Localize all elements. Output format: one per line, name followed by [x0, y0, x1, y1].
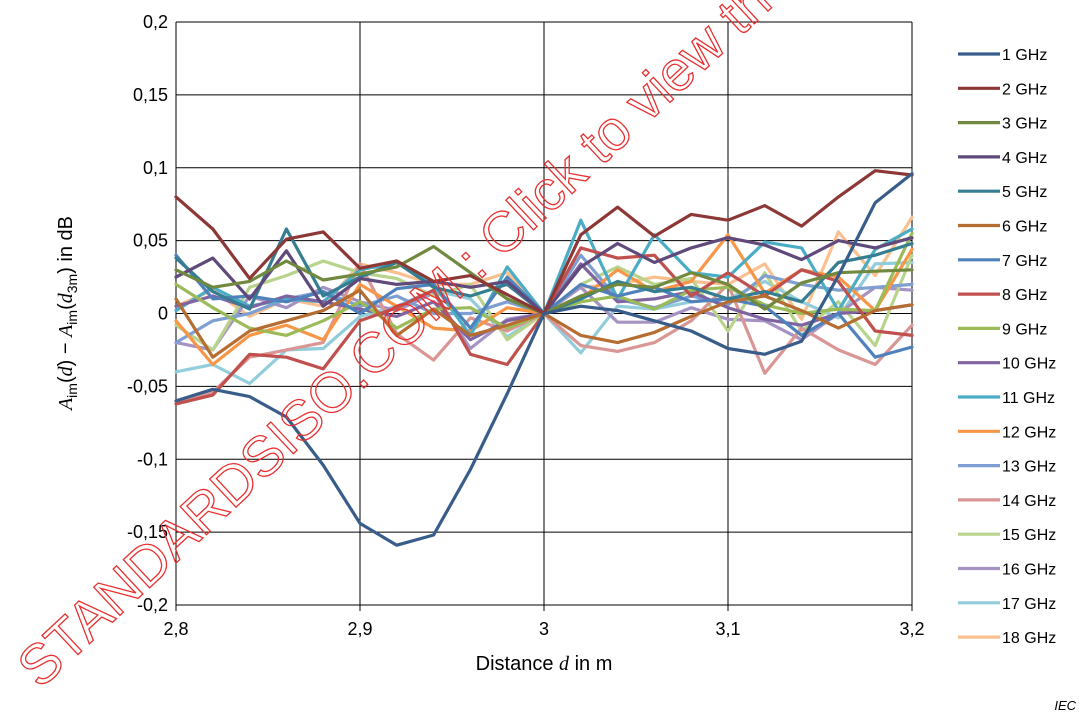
y-tick-label: 0,2 — [143, 12, 168, 32]
legend: 1 GHz 2 GHz 3 GHz 4 GHz 5 GHz 6 GHz 7 GHz 8 GHz… — [958, 47, 1056, 647]
x-tick-label: 2,9 — [347, 619, 372, 639]
series-line — [174, 172, 914, 547]
legend-label: 4 GHz — [1002, 150, 1047, 167]
legend-label: 11 GHz — [1002, 390, 1055, 407]
y-tick-label: -0,15 — [127, 522, 168, 542]
x-tick-label: 2,8 — [163, 619, 188, 639]
y-tick-label: 0,1 — [143, 158, 168, 178]
legend-label: 1 GHz — [1002, 47, 1047, 64]
y-tick-label: -0,2 — [137, 595, 168, 615]
legend-label: 9 GHz — [1002, 321, 1047, 338]
legend-label: 15 GHz — [1002, 527, 1056, 544]
legend-label: 14 GHz — [1002, 493, 1056, 510]
legend-label: 6 GHz — [1002, 219, 1047, 236]
legend-label: 3 GHz — [1002, 116, 1047, 133]
legend-label: 17 GHz — [1002, 596, 1056, 613]
x-tick-label: 3 — [539, 619, 549, 639]
legend-label: 7 GHz — [1002, 253, 1047, 270]
y-tick-label: -0,05 — [127, 376, 168, 396]
y-axis-title: Aim(d) − Aim(d3m) in dB — [55, 216, 80, 412]
legend-label: 2 GHz — [1002, 81, 1047, 98]
legend-label: 12 GHz — [1002, 424, 1056, 441]
y-tick-label: 0,15 — [133, 85, 168, 105]
series-lines — [174, 169, 914, 547]
y-tick-label: 0,05 — [133, 231, 168, 251]
x-tick-label: 3,1 — [715, 619, 740, 639]
legend-label: 18 GHz — [1002, 630, 1056, 647]
x-tick-label: 3,2 — [899, 619, 924, 639]
legend-label: 16 GHz — [1002, 562, 1056, 579]
x-axis-title: Distance d in m — [476, 653, 613, 675]
y-tick-label: 0 — [158, 304, 168, 324]
axis-labels: 0,2 0,15 0,1 0,05 0 -0,05 -0,1 -0,15 -0,2 2,8 2,9 3… — [127, 12, 925, 639]
iec-mark: IEC — [1054, 698, 1076, 713]
legend-label: 5 GHz — [1002, 184, 1047, 201]
legend-label: 13 GHz — [1002, 459, 1056, 476]
legend-label: 8 GHz — [1002, 287, 1047, 304]
y-tick-label: -0,1 — [137, 449, 168, 469]
legend-label: 10 GHz — [1002, 356, 1056, 373]
